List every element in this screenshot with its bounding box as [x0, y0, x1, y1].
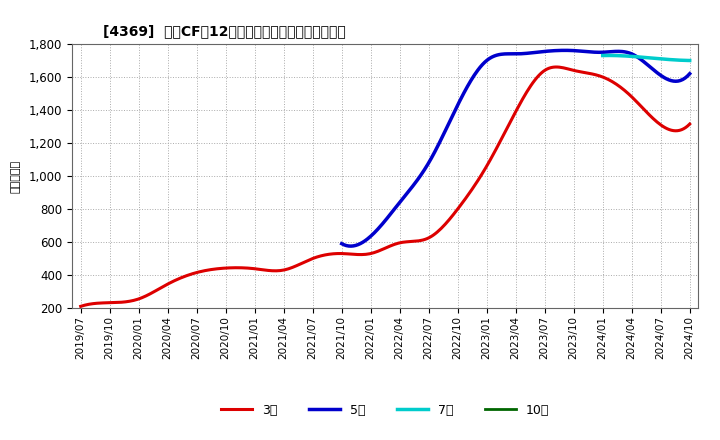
7年 — [605, 53, 613, 58]
5年 — [655, 72, 664, 77]
Legend: 3年, 5年, 7年, 10年: 3年, 5年, 7年, 10年 — [216, 399, 554, 422]
Text: （百万円）: （百万円） — [11, 159, 21, 193]
7年 — [672, 57, 680, 62]
7年 — [650, 56, 659, 61]
7年 — [652, 56, 660, 61]
5年 — [544, 48, 553, 54]
5年 — [338, 242, 347, 247]
5年 — [685, 71, 694, 76]
3年 — [437, 226, 446, 231]
5年 — [633, 55, 642, 60]
Line: 3年: 3年 — [81, 67, 690, 306]
5年 — [561, 48, 570, 53]
5年 — [347, 243, 356, 249]
7年 — [685, 58, 694, 63]
7年 — [598, 53, 607, 58]
Line: 7年: 7年 — [603, 55, 690, 60]
7年 — [598, 53, 607, 58]
7年 — [678, 58, 686, 63]
5年 — [552, 48, 560, 53]
3年 — [592, 72, 600, 77]
5年 — [338, 241, 346, 246]
3年 — [631, 97, 639, 103]
3年 — [78, 303, 87, 308]
3年 — [449, 212, 458, 217]
3年 — [551, 64, 559, 70]
3年 — [439, 224, 448, 229]
7年 — [650, 56, 659, 61]
5年 — [546, 48, 554, 54]
Line: 5年: 5年 — [342, 50, 690, 246]
3年 — [76, 304, 85, 309]
Text: [4369]  営業CFだ12か月移動合計の標準偏差の推移: [4369] 営業CFだ12か月移動合計の標準偏差の推移 — [104, 25, 346, 39]
3年 — [685, 121, 694, 127]
